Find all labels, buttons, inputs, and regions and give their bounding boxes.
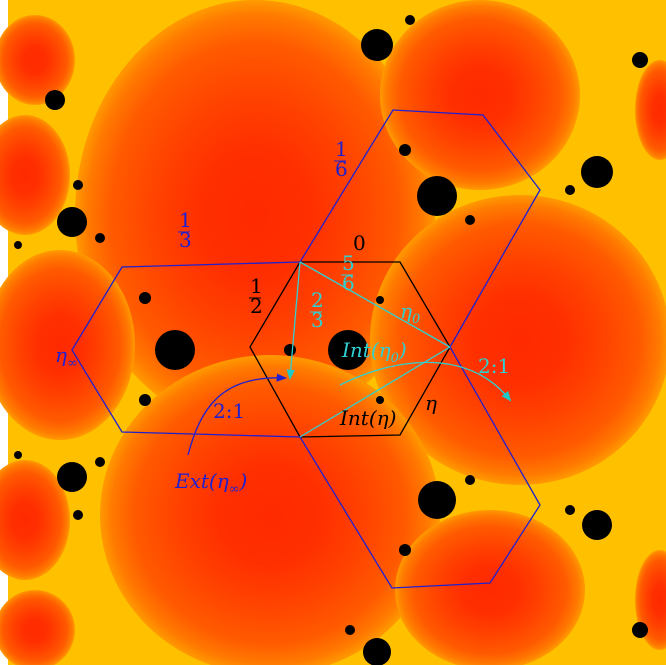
fraction: 2 3 — [310, 288, 324, 332]
curves — [71, 109, 541, 589]
denominator: 3 — [179, 228, 192, 252]
text: Int(η — [341, 338, 391, 362]
denominator: 6 — [335, 157, 348, 181]
degree-label: 2:1 — [213, 399, 245, 423]
degree-label: 2:1 — [478, 354, 510, 378]
label-zero: 0 — [353, 231, 366, 255]
label-ext-eta-inf: Ext(η∞) — [174, 469, 247, 497]
subscript: 0 — [412, 312, 420, 327]
labels: 1 6 1 3 1 2 2 3 5 6 0 η η0 η∞ Int(η0) In… — [55, 137, 510, 497]
denominator: 6 — [342, 271, 355, 295]
numerator: 5 — [342, 251, 355, 275]
text: ) — [239, 469, 248, 493]
fraction: 1 2 — [249, 274, 263, 318]
fraction: 5 6 — [341, 251, 355, 295]
fraction: 1 3 — [178, 208, 192, 252]
numerator: 2 — [311, 288, 324, 312]
label-int-eta0: Int(η0) — [341, 338, 407, 366]
numerator: 1 — [335, 137, 348, 161]
text: η — [400, 299, 412, 323]
subscript: 0 — [391, 351, 399, 366]
label-eta: η — [425, 391, 437, 415]
denominator: 3 — [311, 308, 324, 332]
numerator: 1 — [250, 274, 263, 298]
subscript: ∞ — [229, 482, 240, 497]
denominator: 2 — [250, 294, 263, 318]
fraction: 1 6 — [334, 137, 348, 181]
text: Ext(η — [174, 469, 229, 493]
numerator: 1 — [179, 208, 192, 232]
label-eta-inf: η∞ — [55, 343, 78, 371]
text: η — [55, 343, 67, 367]
label-int-eta: Int(η) — [339, 406, 396, 430]
text: ) — [398, 338, 407, 362]
label-eta0: η0 — [400, 299, 420, 327]
subscript: ∞ — [67, 356, 78, 371]
